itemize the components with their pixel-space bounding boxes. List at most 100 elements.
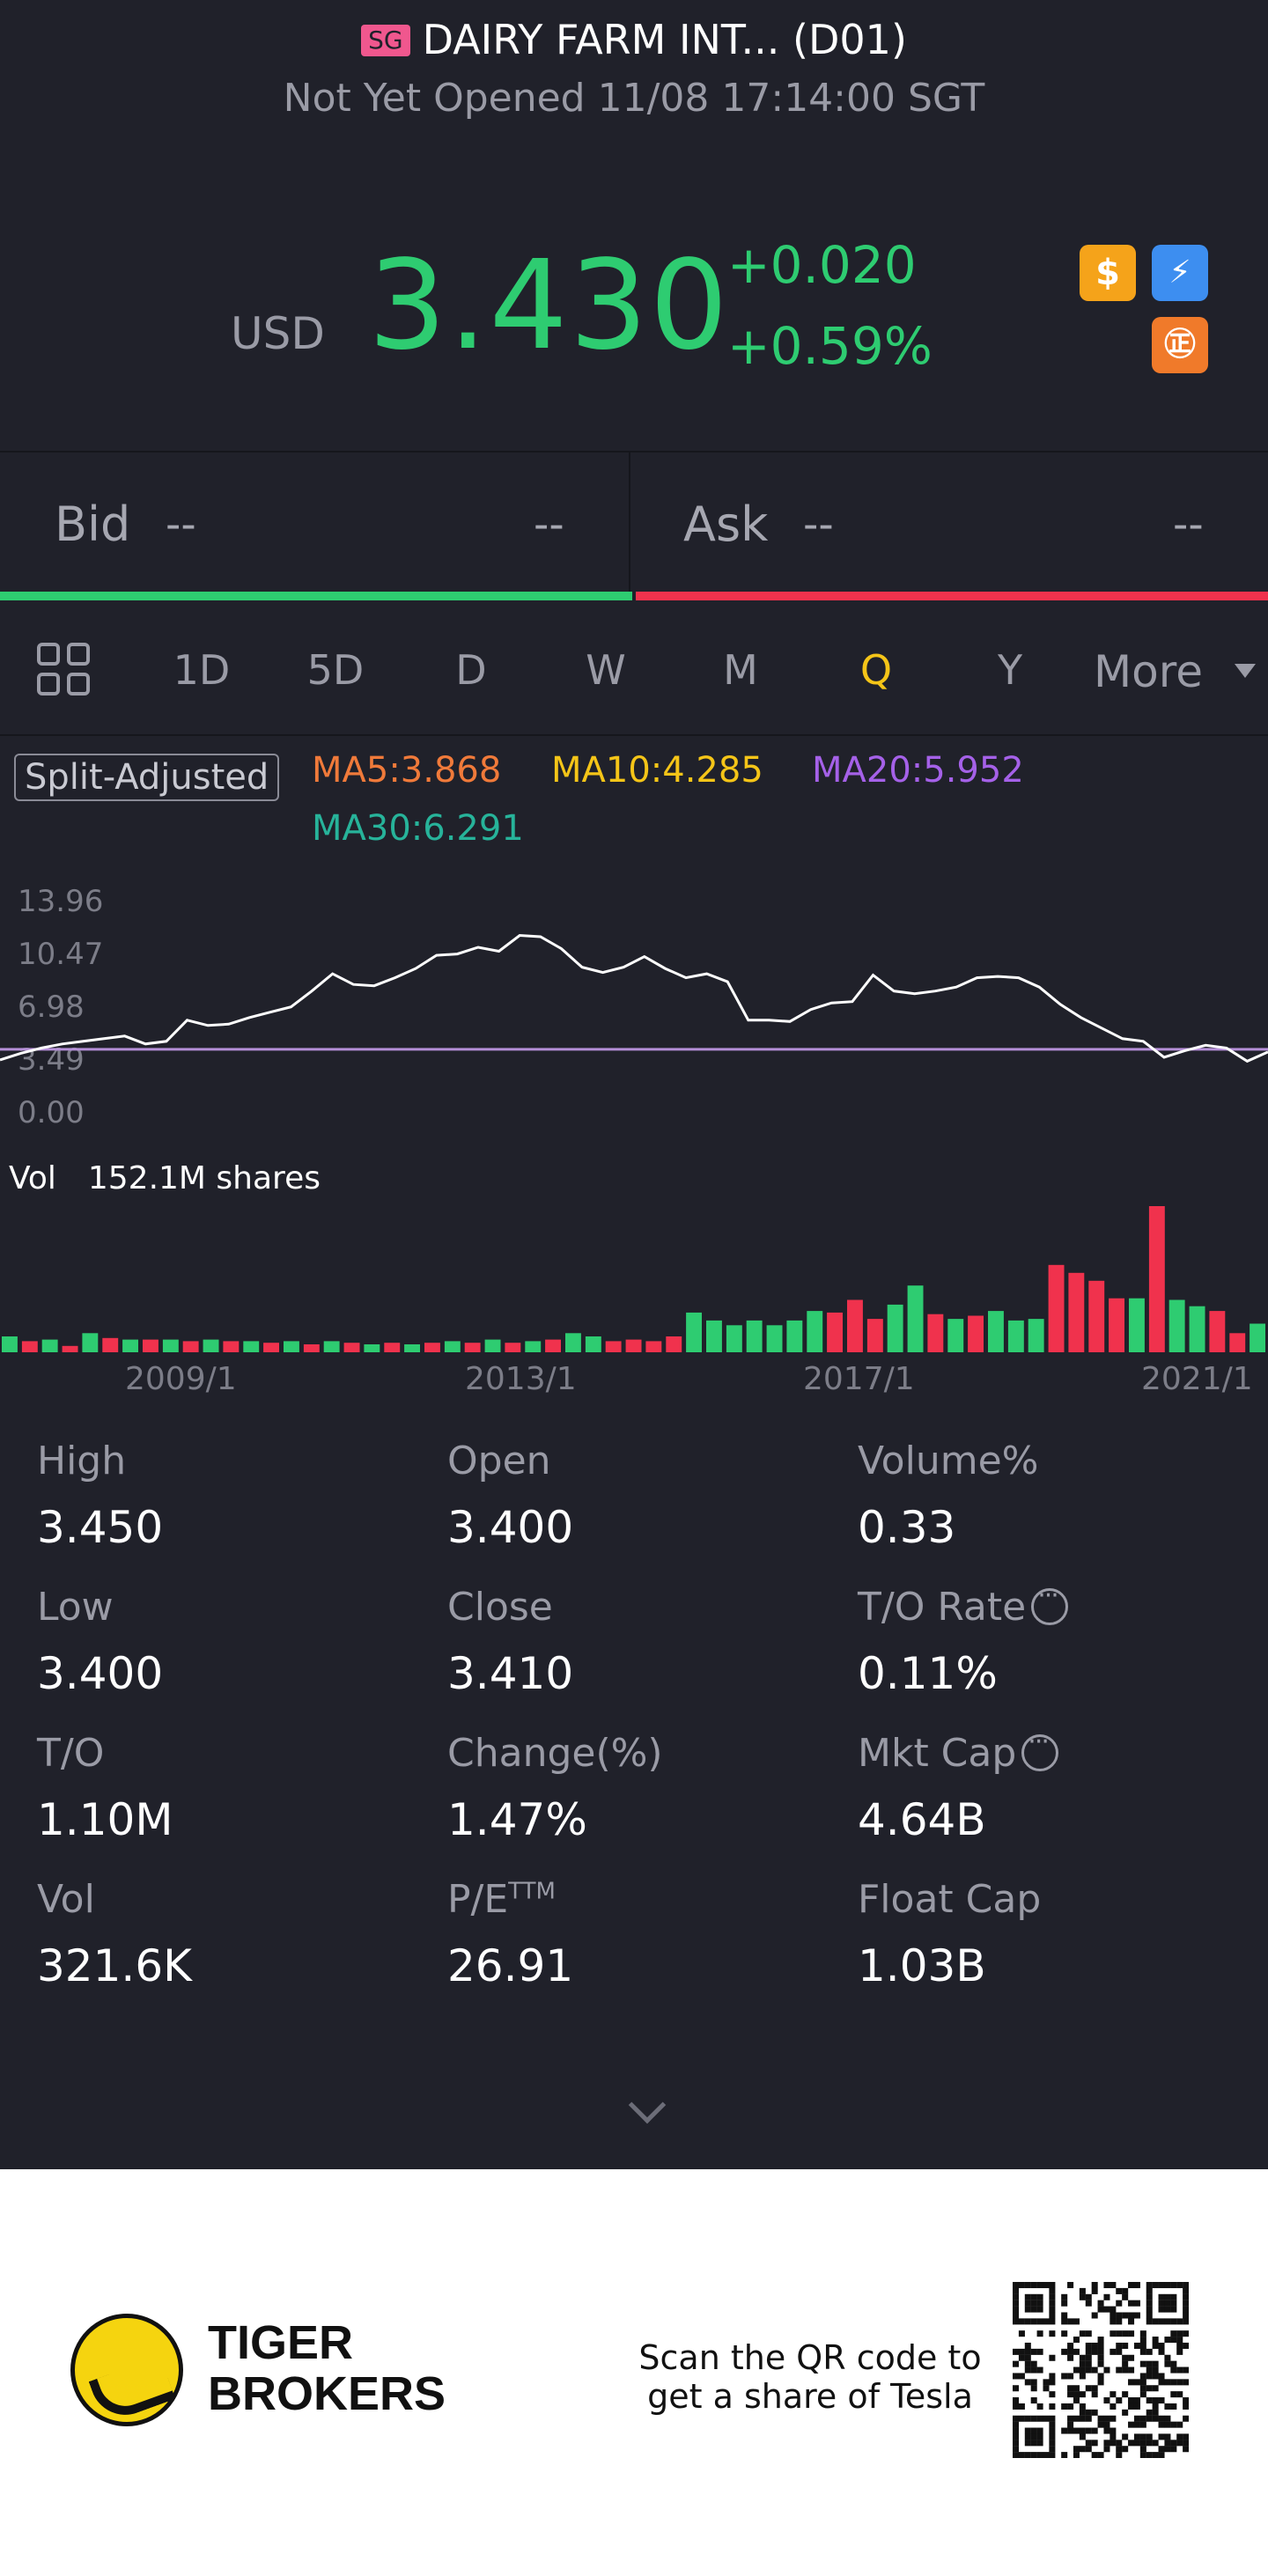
tab-5d[interactable]: 5D xyxy=(306,646,365,694)
price-change-percent: +0.59% xyxy=(727,316,933,376)
tab-1d[interactable]: 1D xyxy=(173,646,231,694)
scan-prompt: Scan the QR code to get a share of Tesla xyxy=(616,2338,1004,2416)
grid-icon[interactable] xyxy=(37,643,92,697)
pe-label: P/E xyxy=(447,1877,509,1922)
volume-bar xyxy=(807,1311,823,1352)
volume-bar xyxy=(484,1339,501,1352)
volume-bar xyxy=(384,1343,401,1352)
tab-week[interactable]: W xyxy=(586,646,626,694)
volume-bar xyxy=(605,1341,622,1352)
stat-value-change-pct: 1.47% xyxy=(447,1794,587,1845)
dollar-icon[interactable]: $ xyxy=(1080,245,1136,301)
volume-bar xyxy=(203,1339,219,1352)
volume-bar xyxy=(625,1339,642,1352)
volume-bar xyxy=(404,1344,420,1352)
ask-strength-bar xyxy=(636,592,1268,600)
volume-bar xyxy=(424,1343,440,1352)
stat-value-high: 3.450 xyxy=(37,1502,164,1553)
stat-value-pe: 26.91 xyxy=(447,1940,574,1991)
tab-year[interactable]: Y xyxy=(997,646,1023,694)
tab-month[interactable]: M xyxy=(723,646,758,694)
volume-bar xyxy=(1250,1323,1265,1352)
stat-value-close: 3.410 xyxy=(447,1648,574,1699)
stat-label-pe: P/ETTM xyxy=(447,1877,556,1922)
chevron-down-icon[interactable] xyxy=(628,2086,667,2124)
volume-bar xyxy=(303,1344,320,1352)
pe-ttm-sup: TTM xyxy=(508,1878,556,1905)
volume-bar xyxy=(645,1341,662,1352)
volume-bar xyxy=(1209,1311,1226,1352)
more-info-icon[interactable] xyxy=(1021,1726,1059,1771)
y-tick-label: 0.00 xyxy=(18,1095,85,1130)
volume-readout: Vol 152.1M shares xyxy=(9,1160,321,1196)
stat-label-volume-pct: Volume% xyxy=(858,1439,1039,1483)
volume-bar xyxy=(1148,1206,1165,1352)
margin-icon[interactable]: ㊣ xyxy=(1152,317,1208,373)
brand-line: TIGER xyxy=(208,2316,354,2369)
stock-quote-screen: SG DAIRY FARM INT... (D01) Not Yet Opened… xyxy=(0,0,1268,2169)
bid-size: -- xyxy=(534,500,564,549)
mkt-cap-label: Mkt Cap xyxy=(858,1731,1017,1776)
ma5-value: MA5:3.868 xyxy=(312,750,502,791)
price-chart[interactable] xyxy=(0,880,1268,1109)
volume-bar xyxy=(1129,1298,1145,1352)
market-badge: SG xyxy=(361,25,410,56)
share-footer: TIGER BROKERS Scan the QR code to get a … xyxy=(0,2169,1268,2576)
volume-chart[interactable] xyxy=(0,1197,1268,1356)
volume-bar xyxy=(102,1337,119,1352)
volume-bar xyxy=(263,1343,279,1352)
level1-icon[interactable]: ⚡ xyxy=(1152,245,1208,301)
volume-value: 152.1M shares xyxy=(87,1160,321,1196)
stat-label-mkt-cap: Mkt Cap xyxy=(858,1726,1059,1776)
y-tick-label: 10.47 xyxy=(18,937,104,972)
volume-bar xyxy=(223,1341,240,1352)
bid-ask-panel[interactable]: Bid -- -- Ask -- -- xyxy=(0,451,1268,595)
last-price: 3.430 xyxy=(368,234,730,378)
volume-bar xyxy=(122,1339,138,1352)
volume-bar xyxy=(786,1320,803,1352)
volume-label: Vol xyxy=(9,1160,56,1196)
split-adjusted-toggle[interactable]: Split-Adjusted xyxy=(14,754,280,801)
x-tick-label: 2013/1 xyxy=(465,1361,577,1397)
stat-value-turnover-rate: 0.11% xyxy=(858,1648,998,1699)
bid-ask-divider xyxy=(629,453,630,595)
volume-bar xyxy=(1007,1320,1024,1352)
x-tick-label: 2009/1 xyxy=(125,1361,237,1397)
stat-value-float-cap: 1.03B xyxy=(858,1940,986,1991)
stat-value-low: 3.400 xyxy=(37,1648,164,1699)
volume-bar xyxy=(182,1341,199,1352)
chevron-down-icon[interactable] xyxy=(1235,664,1256,678)
volume-bar xyxy=(968,1315,984,1352)
tab-quarter[interactable]: Q xyxy=(859,646,893,694)
volume-bar xyxy=(887,1304,903,1352)
volume-bar xyxy=(2,1336,18,1352)
qr-code-icon xyxy=(1013,2282,1189,2458)
volume-bar xyxy=(143,1339,158,1352)
ask-price: -- xyxy=(803,500,834,549)
tab-day[interactable]: D xyxy=(455,646,487,694)
ma10-value: MA10:4.285 xyxy=(551,750,763,791)
tiger-logo-icon xyxy=(70,2314,183,2426)
stat-value-mkt-cap: 4.64B xyxy=(858,1794,986,1845)
more-periods-button[interactable]: More xyxy=(1094,646,1203,697)
volume-bar xyxy=(82,1333,99,1352)
turnover-rate-label: T/O Rate xyxy=(858,1585,1027,1630)
y-tick-label: 6.98 xyxy=(18,990,85,1025)
volume-bar xyxy=(1189,1306,1205,1352)
period-tabs: 1D 5D D W M Q Y More xyxy=(0,607,1268,736)
volume-bar xyxy=(1068,1272,1085,1352)
market-status: Not Yet Opened 11/08 17:14:00 SGT xyxy=(283,76,985,121)
stock-title: SG DAIRY FARM INT... (D01) xyxy=(0,16,1268,63)
volume-bar xyxy=(847,1299,863,1352)
volume-bar xyxy=(927,1314,944,1352)
volume-bar xyxy=(866,1319,883,1352)
more-info-icon[interactable] xyxy=(1031,1580,1069,1625)
currency-label: USD xyxy=(231,308,325,359)
volume-bar xyxy=(565,1333,581,1352)
volume-bar xyxy=(1048,1264,1065,1352)
stat-label-vol: Vol xyxy=(37,1877,95,1922)
volume-bar xyxy=(686,1312,702,1352)
volume-bar xyxy=(1229,1333,1246,1352)
bid-label: Bid xyxy=(55,497,131,552)
volume-bar xyxy=(162,1339,179,1352)
